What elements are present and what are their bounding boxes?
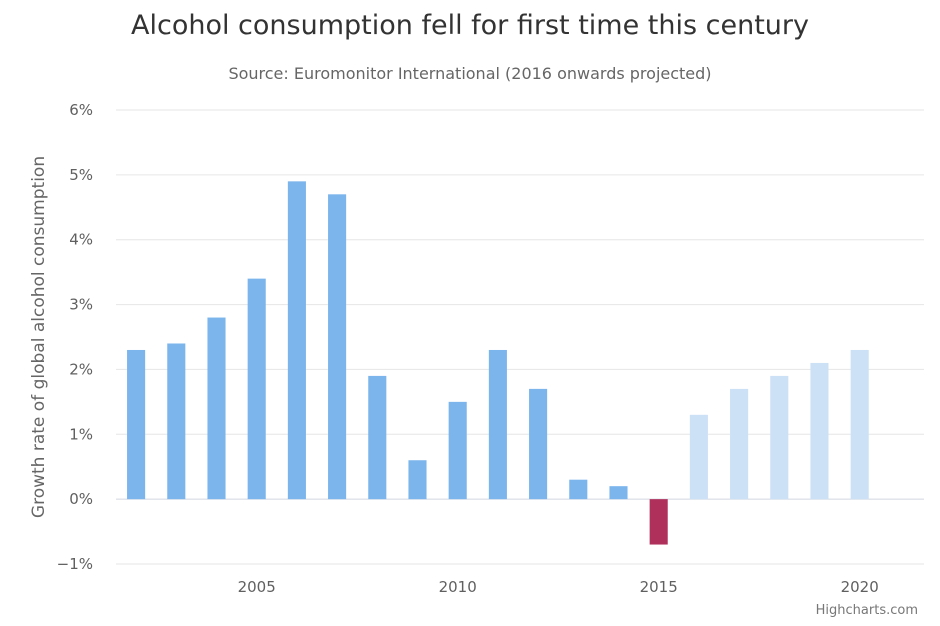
x-tick-label: 2020 (841, 578, 879, 596)
credits-link[interactable]: Highcharts.com (815, 603, 918, 618)
bar-2005[interactable] (247, 278, 266, 500)
bar-2019[interactable] (810, 362, 829, 500)
x-tick-label: 2010 (439, 578, 477, 596)
bar-2013[interactable] (569, 479, 588, 500)
bar-2004[interactable] (207, 317, 226, 500)
y-tick-label: 5% (69, 166, 93, 184)
bar-2014[interactable] (609, 486, 628, 500)
bar-2017[interactable] (730, 388, 749, 500)
y-tick-label: 4% (69, 231, 93, 249)
bar-2020[interactable] (850, 349, 869, 500)
x-axis-ticks: 2005 2010 2015 2020 (238, 578, 879, 596)
bar-2003[interactable] (167, 343, 186, 500)
bar-2010[interactable] (448, 401, 467, 500)
bar-2011[interactable] (488, 349, 507, 500)
bar-2002[interactable] (127, 349, 146, 500)
y-tick-label: 2% (69, 360, 93, 378)
chart-subtitle: Source: Euromonitor International (2016 … (228, 64, 712, 83)
bar-2015[interactable] (649, 499, 668, 545)
bar-2009[interactable] (408, 460, 427, 500)
y-tick-label: 0% (69, 490, 93, 508)
chart-title: Alcohol consumption fell for first time … (131, 10, 809, 41)
bar-2018[interactable] (770, 375, 789, 500)
bars (127, 181, 869, 545)
y-axis-title: Growth rate of global alcohol consumptio… (29, 156, 49, 518)
bar-2007[interactable] (328, 194, 347, 500)
y-axis-ticks: −1% 0% 1% 2% 3% 4% 5% 6% (57, 101, 93, 573)
x-tick-label: 2005 (238, 578, 276, 596)
bar-2016[interactable] (689, 414, 708, 500)
bar-2012[interactable] (529, 388, 548, 500)
y-tick-label: 3% (69, 296, 93, 314)
gridlines (116, 109, 924, 565)
y-tick-label: 1% (69, 425, 93, 443)
bar-2008[interactable] (368, 375, 387, 500)
y-tick-label: 6% (69, 101, 93, 119)
bar-2006[interactable] (287, 181, 306, 500)
y-tick-label: −1% (57, 555, 93, 573)
x-tick-label: 2015 (640, 578, 678, 596)
